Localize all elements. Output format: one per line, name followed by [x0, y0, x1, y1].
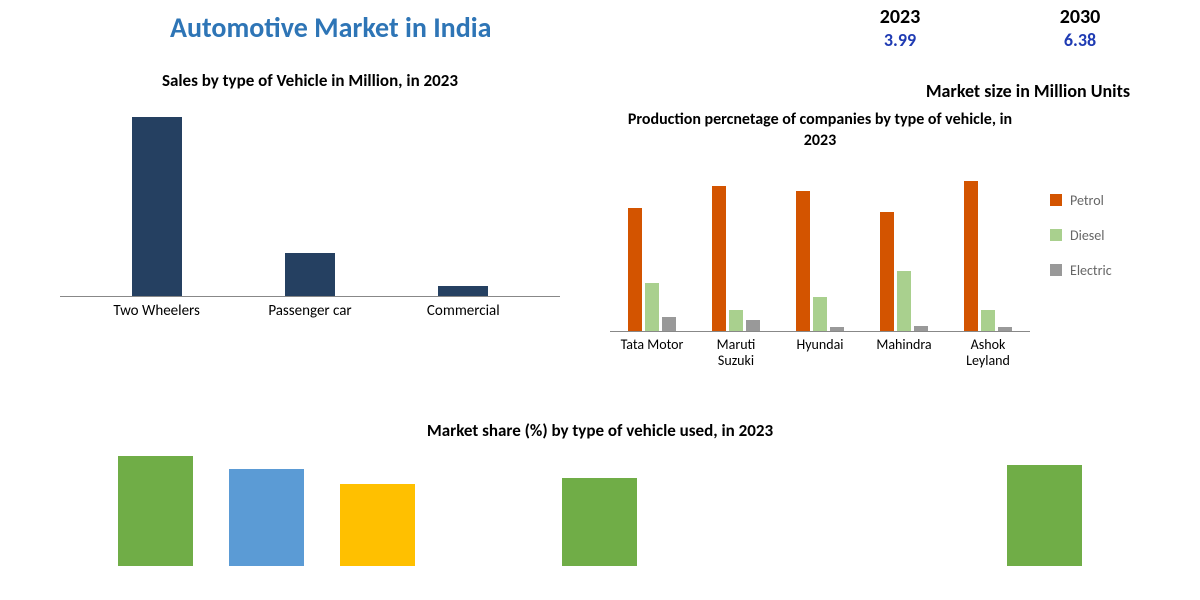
production-by-company-chart: Production percnetage of companies by ty… — [610, 110, 1180, 370]
chart2-bar — [914, 326, 928, 331]
chart1-category-label: Passenger car — [260, 302, 360, 320]
chart3-bar — [562, 478, 637, 566]
chart3-bar — [340, 484, 415, 567]
year2-value: 6.38 — [1040, 29, 1120, 51]
year1-label: 2023 — [860, 5, 940, 29]
chart2-bar — [645, 283, 659, 331]
chart3-bar — [118, 456, 193, 566]
chart2-group — [628, 208, 676, 330]
chart1-bar-wrap — [413, 286, 513, 297]
chart2-group — [964, 181, 1012, 331]
year-summary: 2023 2030 3.99 6.38 — [860, 5, 1120, 51]
year2-label: 2030 — [1040, 5, 1120, 29]
main-title: Automotive Market in India — [170, 10, 491, 45]
chart2-category-label: Ashok Leyland — [953, 337, 1023, 371]
chart2-group — [796, 191, 844, 330]
chart1-title: Sales by type of Vehicle in Million, in … — [60, 70, 560, 92]
chart1-bar — [438, 286, 488, 297]
chart2-legend: Petrol Diesel Electric — [1050, 162, 1112, 371]
legend-item: Diesel — [1050, 227, 1112, 244]
chart3-bar — [1007, 465, 1082, 566]
chart2-bar — [712, 186, 726, 331]
chart2-bar — [796, 191, 810, 330]
chart1-bar — [132, 117, 182, 296]
sales-by-vehicle-chart: Sales by type of Vehicle in Million, in … — [60, 70, 560, 320]
market-size-label: Market size in Million Units — [926, 80, 1130, 102]
legend-item: Petrol — [1050, 192, 1112, 209]
legend-swatch — [1050, 194, 1062, 206]
chart2-group — [880, 212, 928, 331]
legend-label: Electric — [1070, 262, 1112, 279]
legend-swatch — [1050, 229, 1062, 241]
chart1-bar-wrap — [260, 253, 360, 296]
chart2-bar — [729, 310, 743, 330]
legend-swatch — [1050, 264, 1062, 276]
chart2-bar — [628, 208, 642, 330]
chart2-category-label: Maruti Suzuki — [701, 337, 771, 371]
chart1-bar — [285, 253, 335, 296]
market-share-chart: Market share (%) by type of vehicle used… — [60, 420, 1140, 566]
chart2-bar — [998, 327, 1012, 330]
legend-item: Electric — [1050, 262, 1112, 279]
chart2-category-label: Tata Motor — [617, 337, 687, 371]
chart2-bar — [897, 271, 911, 331]
chart3-title: Market share (%) by type of vehicle used… — [60, 420, 1140, 441]
chart3-plot — [60, 456, 1140, 566]
legend-label: Petrol — [1070, 192, 1104, 209]
chart1-category-label: Commercial — [413, 302, 513, 320]
chart2-bar — [746, 320, 760, 330]
chart1-category-label: Two Wheelers — [107, 302, 207, 320]
chart2-group — [712, 186, 760, 331]
chart2-bar — [830, 327, 844, 330]
chart2-bar — [981, 310, 995, 330]
chart2-plot — [610, 162, 1030, 332]
chart1-bar-wrap — [107, 117, 207, 296]
chart2-bar — [964, 181, 978, 331]
chart2-bar — [880, 212, 894, 331]
year1-value: 3.99 — [860, 29, 940, 51]
chart3-bar — [229, 469, 304, 566]
chart2-bar — [662, 317, 676, 331]
chart2-category-label: Mahindra — [869, 337, 939, 371]
legend-label: Diesel — [1070, 227, 1104, 244]
chart1-labels: Two Wheelers Passenger car Commercial — [60, 297, 560, 320]
chart2-category-label: Hyundai — [785, 337, 855, 371]
chart2-bar — [813, 297, 827, 331]
chart2-title: Production percnetage of companies by ty… — [610, 110, 1030, 152]
chart1-plot — [60, 107, 560, 297]
chart2-labels: Tata Motor Maruti Suzuki Hyundai Mahindra As… — [610, 332, 1030, 371]
